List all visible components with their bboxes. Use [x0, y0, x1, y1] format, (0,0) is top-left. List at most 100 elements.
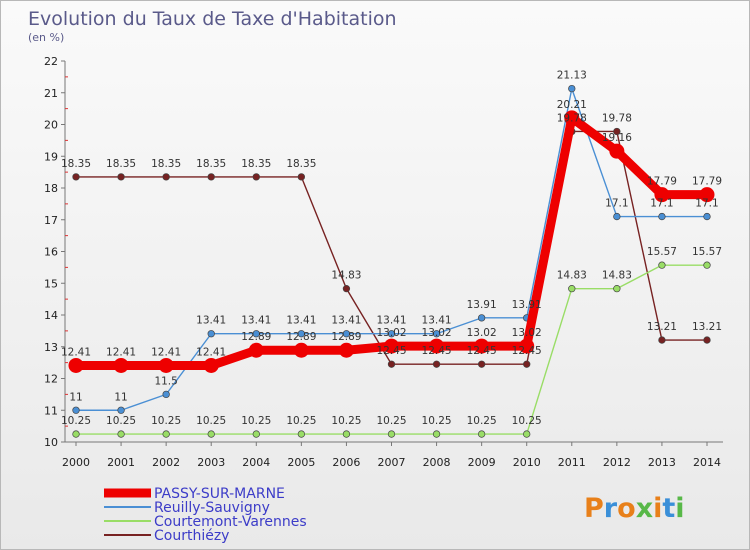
y-tick-label: 16 [44, 246, 58, 259]
data-point [703, 212, 711, 221]
data-label: 13.91 [467, 299, 497, 311]
data-point [252, 330, 260, 338]
logo-letter: r [604, 493, 618, 524]
data-label: 10.25 [376, 415, 406, 427]
data-label: 11.5 [154, 375, 177, 387]
logo-letter: t [662, 493, 675, 524]
x-tick-label: 2004 [242, 456, 270, 469]
data-label: 10.25 [512, 415, 542, 427]
data-label: 10.25 [151, 415, 181, 427]
data-label: 13.41 [422, 315, 452, 327]
data-label: 12.41 [196, 346, 226, 358]
data-label: 10.25 [61, 415, 91, 427]
data-point [523, 430, 531, 438]
x-tick-label: 2006 [332, 456, 360, 469]
data-point [117, 430, 125, 438]
data-point [568, 284, 576, 293]
data-point [203, 357, 219, 373]
legend-label: Courthiézy [154, 528, 229, 544]
data-point [207, 173, 215, 181]
data-label: 13.21 [647, 321, 677, 333]
data-point [248, 342, 264, 358]
data-label: 18.35 [151, 158, 181, 170]
data-label: 11 [69, 391, 82, 403]
chart-subtitle: (en %) [28, 31, 64, 44]
data-label: 12.89 [286, 331, 316, 343]
data-point [477, 430, 486, 438]
data-point [68, 357, 84, 373]
data-point [613, 284, 621, 293]
x-tick-label: 2012 [603, 456, 631, 469]
data-point [207, 430, 215, 438]
data-point [342, 284, 351, 293]
data-point [432, 360, 441, 368]
data-label: 10.25 [241, 415, 271, 427]
chart-title: Evolution du Taux de Taxe d'Habitation [28, 8, 397, 30]
series-passy-sur-marne [68, 110, 715, 373]
data-point [477, 314, 486, 322]
x-tick-label: 2013 [648, 456, 676, 469]
data-label: 13.41 [376, 315, 406, 327]
data-point [338, 342, 354, 358]
data-label: 13.02 [422, 327, 452, 339]
proxiti-logo: Proxiti [584, 493, 685, 524]
data-label: 17.1 [650, 198, 673, 210]
data-label: 12.45 [376, 345, 406, 357]
data-point [297, 173, 306, 181]
x-tick-label: 2011 [558, 456, 586, 469]
data-point [703, 336, 711, 344]
data-point [658, 336, 666, 344]
x-tick-label: 2009 [468, 456, 496, 469]
data-label: 15.57 [647, 246, 677, 258]
data-point [113, 357, 129, 373]
data-label: 12.41 [61, 346, 91, 358]
x-tick-label: 2014 [693, 456, 721, 469]
data-label: 13.41 [196, 315, 226, 327]
data-point [519, 338, 535, 354]
data-label: 17.1 [695, 198, 718, 210]
data-label: 13.41 [286, 315, 316, 327]
data-label: 18.35 [61, 158, 91, 170]
data-label: 12.41 [151, 346, 181, 358]
data-point [342, 330, 351, 338]
x-tick-label: 2001 [107, 456, 135, 469]
data-label: 11 [114, 391, 127, 403]
data-label: 18.35 [196, 158, 226, 170]
y-tick-label: 20 [44, 119, 58, 132]
data-point [162, 173, 170, 181]
data-label: 10.25 [106, 415, 136, 427]
data-point [387, 330, 396, 338]
logo-letter: i [653, 493, 662, 524]
data-point [387, 360, 396, 368]
logo-letter: i [675, 493, 684, 524]
data-label: 10.25 [422, 415, 452, 427]
data-label: 10.25 [331, 415, 361, 427]
data-point [432, 330, 441, 338]
data-point [477, 360, 486, 368]
data-point [658, 261, 666, 269]
data-label: 10.25 [467, 415, 497, 427]
data-point [523, 360, 531, 368]
y-tick-label: 22 [44, 55, 58, 68]
data-point [72, 173, 80, 181]
y-tick-label: 10 [44, 436, 58, 449]
data-label: 12.45 [512, 345, 542, 357]
data-point [297, 330, 306, 338]
data-labels: 12.41 12.41 12.41 12.41 12.89 12.89 12.89 13.02… [61, 70, 722, 427]
data-label: 12.89 [331, 331, 361, 343]
x-tick-label: 2008 [423, 456, 451, 469]
x-tick-label: 2002 [152, 456, 180, 469]
data-label: 17.1 [605, 198, 628, 210]
data-label: 13.21 [692, 321, 722, 333]
logo-letter: P [584, 493, 604, 524]
data-label: 13.41 [331, 315, 361, 327]
data-label: 13.02 [512, 327, 542, 339]
data-label: 13.41 [241, 315, 271, 327]
data-point [613, 127, 621, 136]
data-label: 19.78 [602, 112, 632, 124]
data-label: 17.79 [647, 176, 677, 188]
data-label: 12.89 [241, 331, 271, 343]
data-point [703, 261, 711, 269]
data-point [658, 212, 666, 221]
